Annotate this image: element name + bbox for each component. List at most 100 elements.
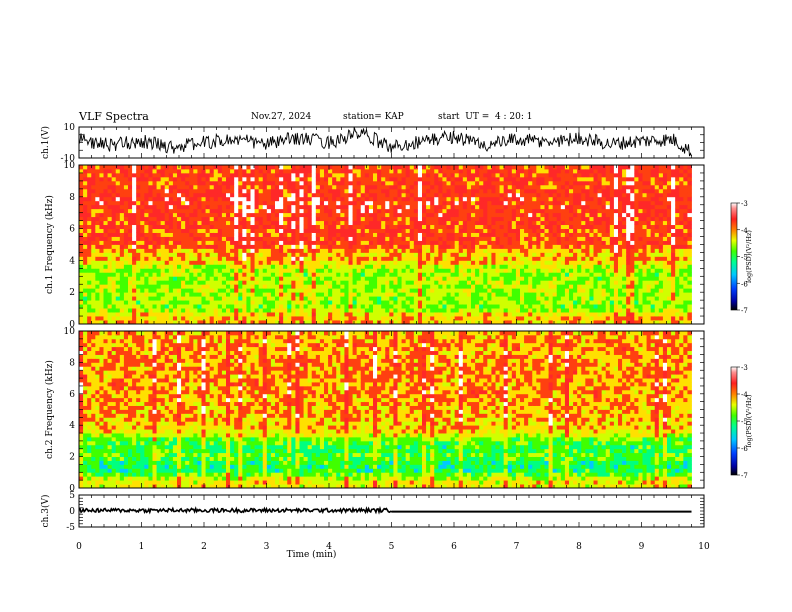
spectrogram-cell	[528, 292, 533, 297]
spectrogram-cell	[283, 168, 288, 174]
spectrogram-cell	[385, 320, 390, 325]
spectrogram-cell	[389, 276, 394, 281]
spectrogram-cell	[160, 184, 166, 190]
spectrogram-cell	[462, 220, 468, 226]
spectrogram-cell	[475, 165, 480, 170]
spectrogram-cell	[397, 176, 402, 182]
spectrogram-cell	[507, 308, 513, 313]
spectrogram-cell	[471, 220, 476, 226]
spectrogram-cell	[324, 276, 329, 281]
spectrogram-cell	[324, 228, 329, 233]
spectrogram-cell	[511, 212, 517, 218]
spectrogram-cell	[373, 165, 378, 170]
spectrogram-cell	[103, 248, 108, 253]
spectrogram-cell	[540, 300, 545, 305]
spectrogram-cell	[401, 276, 407, 281]
spectrogram-cell	[373, 192, 378, 198]
spectrogram-cell	[95, 256, 100, 261]
spectrogram-cell	[230, 284, 235, 289]
spectrogram-cell	[360, 308, 366, 313]
spectrogram-cell	[471, 276, 476, 281]
spectrogram-cell	[328, 220, 333, 226]
spectrogram-cell	[344, 308, 349, 313]
spectrogram-cell	[234, 165, 239, 170]
spectrogram-cell	[524, 192, 529, 198]
spectrogram-cell	[340, 280, 345, 285]
spectrogram-cell	[279, 292, 284, 297]
spectrogram-cell	[123, 232, 129, 237]
spectrogram-cell	[471, 165, 476, 170]
spectrogram-cell	[311, 280, 317, 285]
spectrogram-cell	[315, 228, 321, 233]
spectrogram-cell	[360, 292, 366, 297]
spectrogram-cell	[209, 228, 215, 233]
spectrogram-cell	[413, 268, 419, 273]
spectrogram-cell	[532, 176, 537, 182]
spectrogram-cell	[164, 316, 170, 321]
spectrogram-cell	[119, 188, 125, 194]
spectrogram-cell	[405, 264, 411, 269]
spectrogram-cell	[430, 244, 435, 249]
spectrogram-cell	[438, 220, 443, 226]
spectrogram-cell	[177, 308, 182, 313]
spectrogram-cell	[91, 208, 96, 214]
spectrogram-cell	[466, 260, 472, 265]
spectrogram-cell	[556, 260, 562, 265]
spectrogram-cell	[564, 292, 570, 297]
spectrogram-cell	[544, 196, 549, 202]
spectrogram-cell	[303, 320, 309, 325]
spectrogram-cell	[324, 264, 329, 269]
spectrogram-cell	[528, 312, 533, 317]
spectrogram-cell	[291, 300, 296, 305]
spectrogram-cell	[368, 256, 374, 261]
spectrogram-cell	[291, 220, 296, 226]
spectrogram-cell	[160, 284, 166, 289]
spectrogram-cell	[446, 236, 451, 241]
spectrogram-cell	[405, 300, 411, 305]
spectrogram-cell	[250, 220, 255, 226]
spectrogram-cell	[479, 220, 484, 226]
spectrogram-cell	[552, 268, 558, 273]
spectrogram-cell	[230, 224, 235, 230]
spectrogram-cell	[434, 184, 439, 190]
spectrogram-cell	[364, 204, 370, 210]
spectrogram-cell	[123, 288, 129, 293]
spectrogram-cell	[336, 296, 341, 301]
spectrogram-cell	[422, 172, 427, 178]
spectrogram-cell	[511, 228, 517, 233]
spectrogram-cell	[446, 228, 451, 233]
spectrogram-cell	[340, 236, 345, 241]
spectrogram-cell	[132, 304, 137, 309]
spectrogram-cell	[540, 312, 545, 317]
spectrogram-cell	[79, 316, 84, 321]
spectrogram-cell	[373, 260, 378, 265]
spectrogram-cell	[91, 224, 96, 230]
spectrogram-cell	[344, 312, 349, 317]
spectrogram-cell	[197, 188, 202, 194]
spectrogram-cell	[544, 228, 549, 233]
spectrogram-cell	[479, 192, 484, 198]
spectrogram-cell	[499, 308, 505, 313]
spectrogram-cell	[532, 256, 537, 261]
spectrogram-cell	[262, 268, 268, 273]
spectrogram-cell	[552, 188, 558, 194]
spectrogram-cell	[128, 280, 133, 285]
spectrogram-cell	[115, 296, 121, 301]
spectrogram-cell	[103, 256, 108, 261]
spectrogram-cell	[389, 304, 394, 309]
spectrogram-cell	[144, 196, 149, 202]
spectrogram-cell	[95, 172, 100, 178]
spectrogram-cell	[250, 204, 255, 210]
spectrogram-cell	[230, 320, 235, 325]
spectrogram-cell	[234, 196, 239, 202]
spectrogram-cell	[520, 184, 525, 190]
spectrogram-cell	[434, 180, 439, 186]
spectrogram-cell	[83, 292, 88, 297]
spectrogram-cell	[385, 272, 390, 277]
spectrogram-cell	[221, 248, 227, 253]
spectrogram-cell	[417, 192, 423, 198]
spectrogram-cell	[291, 276, 296, 281]
spectrogram-cell	[177, 264, 182, 269]
spectrogram-cell	[83, 316, 88, 321]
spectrogram-cell	[221, 268, 227, 273]
